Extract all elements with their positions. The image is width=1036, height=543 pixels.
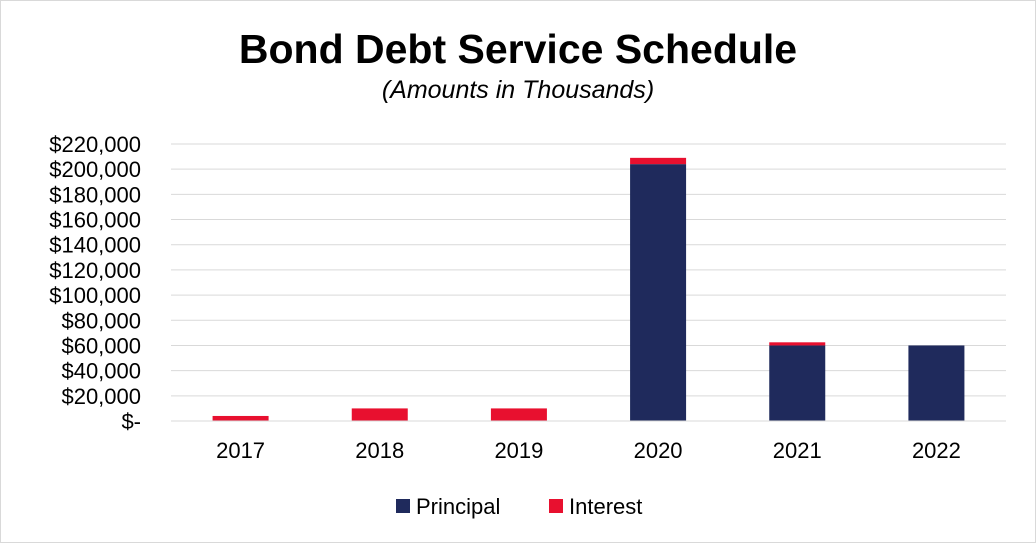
bar-interest-2020 (630, 157, 687, 165)
bar-interest-2018 (351, 408, 408, 421)
x-axis-ticks: 2017 2018 2019 2020 2021 2022 (216, 438, 961, 463)
bar-interest-2019 (490, 408, 547, 421)
y-axis-ticks: $-$20,000$40,000$60,000$80,000$100,000$1… (49, 132, 141, 434)
legend-label: Principal (416, 494, 500, 519)
y-tick-label: $200,000 (49, 157, 141, 182)
chart-subtitle: (Amounts in Thousands) (382, 76, 654, 104)
bar-principal-2021 (769, 345, 826, 421)
legend: Principal Interest (396, 494, 642, 519)
x-tick-label: 2018 (355, 438, 404, 463)
bar-interest-2021 (769, 342, 826, 346)
legend-swatch (396, 499, 410, 513)
bar-principal-2020 (630, 164, 687, 422)
y-tick-label: $160,000 (49, 208, 141, 233)
y-tick-label: $140,000 (49, 233, 141, 258)
y-tick-label: $180,000 (49, 182, 141, 207)
x-tick-label: 2017 (216, 438, 265, 463)
x-tick-label: 2021 (773, 438, 822, 463)
y-tick-label: $40,000 (61, 359, 141, 384)
x-tick-label: 2019 (494, 438, 543, 463)
y-tick-label: $20,000 (61, 384, 141, 409)
legend-label: Interest (569, 494, 642, 519)
gridlines (171, 143, 1006, 397)
bars (212, 157, 965, 422)
x-tick-label: 2022 (912, 438, 961, 463)
bar-interest-2017 (212, 415, 269, 421)
x-tick-label: 2020 (634, 438, 683, 463)
y-tick-label: $60,000 (61, 333, 141, 358)
legend-item-principal: Principal (396, 494, 500, 519)
bar-principal-2022 (908, 345, 965, 421)
y-tick-label: $- (121, 409, 141, 434)
legend-item-interest: Interest (549, 494, 642, 519)
y-tick-label: $100,000 (49, 283, 141, 308)
legend-swatch (549, 499, 563, 513)
chart-title: Bond Debt Service Schedule (239, 26, 797, 72)
y-tick-label: $120,000 (49, 258, 141, 283)
y-tick-label: $80,000 (61, 308, 141, 333)
y-tick-label: $220,000 (49, 132, 141, 157)
